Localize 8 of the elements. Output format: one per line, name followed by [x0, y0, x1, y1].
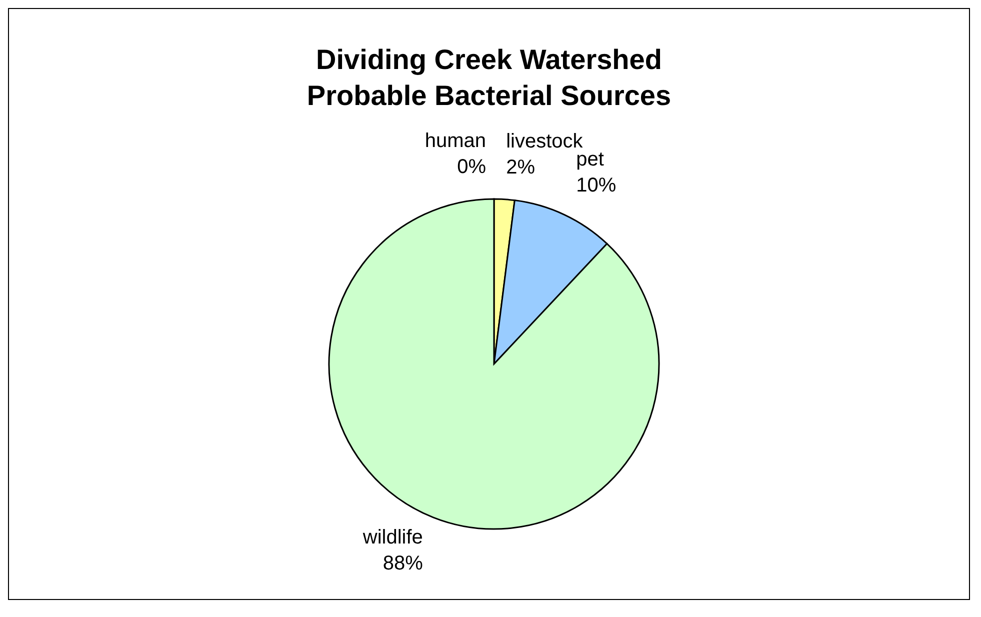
pie-slice	[328, 198, 660, 530]
text: 0%	[457, 156, 486, 178]
data-label: 2%	[506, 156, 536, 178]
category-label: human	[424, 130, 486, 152]
data-label: 88%	[382, 552, 424, 574]
chart-title: Dividing Creek Watershed Probable Bacterial Sources	[306, 44, 672, 111]
slice-label: wildlife	[362, 526, 423, 548]
data-label: 10%	[576, 174, 616, 196]
